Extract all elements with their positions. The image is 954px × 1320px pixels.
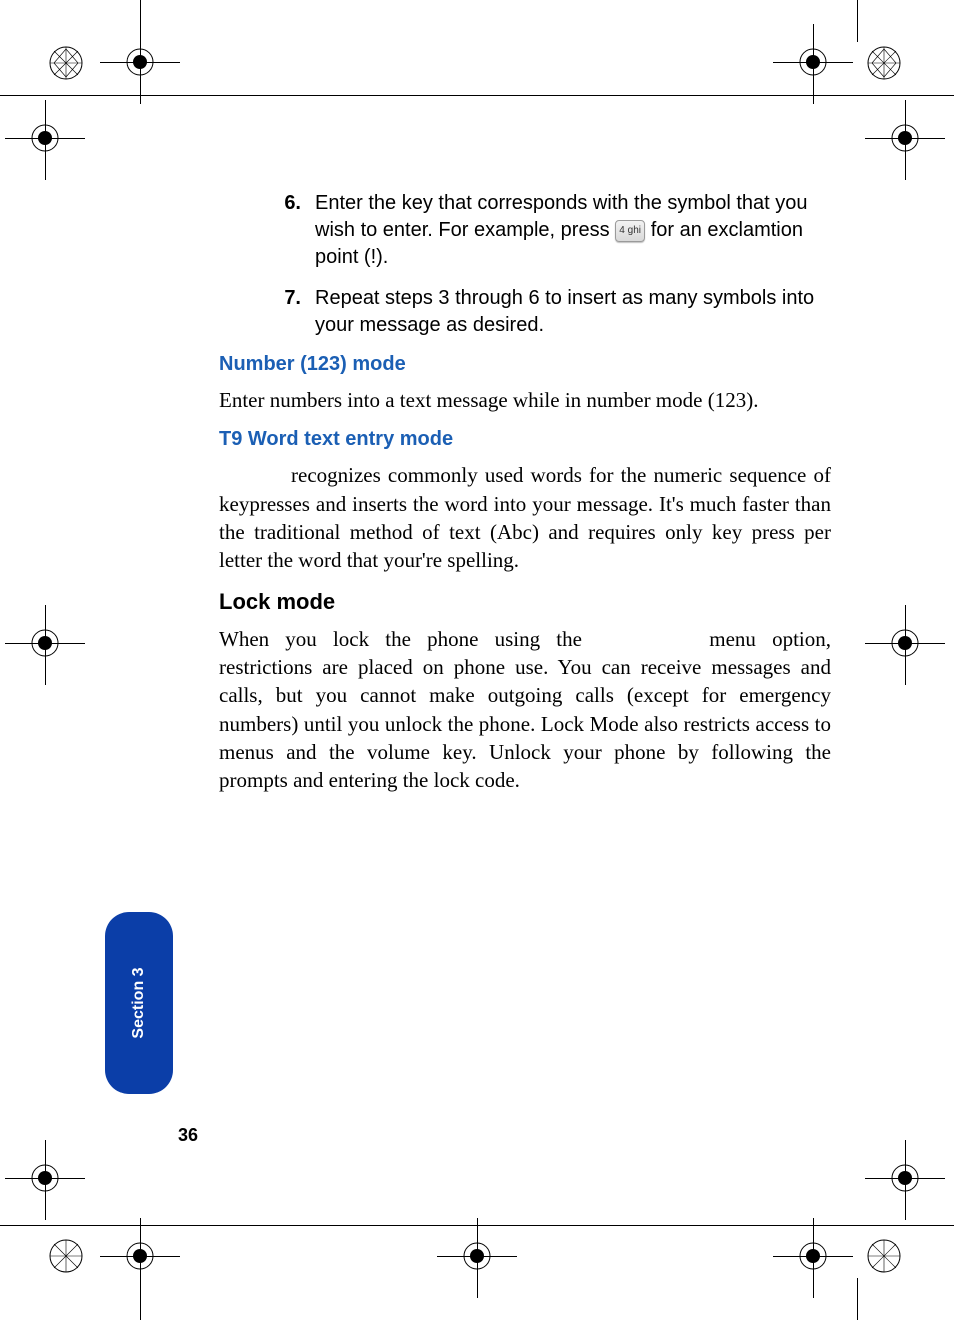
content-area: 6. Enter the key that corresponds with t… [219,190,831,809]
crop-rule-top [0,95,954,96]
list-item-7: 7. Repeat steps 3 through 6 to insert as… [265,285,831,339]
paragraph-lock-mode: When you lock the phone using the menu o… [219,625,831,795]
heading-number-mode: Number (123) mode [219,353,831,376]
lock-mode-text-a: When you lock the phone using the [219,627,598,651]
registration-mark-icon [866,1238,902,1274]
page: 6. Enter the key that corresponds with t… [0,0,954,1319]
paragraph-t9-mode: recognizes commonly used words for the n… [219,461,831,574]
list-number: 6. [265,190,315,271]
registration-mark-icon [48,45,84,81]
heading-t9-mode: T9 Word text entry mode [219,428,831,451]
heading-lock-mode: Lock mode [219,589,831,615]
list-body: Repeat steps 3 through 6 to insert as ma… [315,285,831,339]
key-4ghi-icon: 4 ghi [615,220,645,242]
list-number: 7. [265,285,315,339]
section-tab: Section 3 [105,912,173,1094]
page-number: 36 [178,1125,198,1146]
crop-tick [857,0,858,42]
list-text: Repeat steps 3 through 6 to insert as ma… [315,287,814,336]
paragraph-number-mode: Enter numbers into a text message while … [219,386,831,414]
crop-tick [857,1278,858,1320]
list-item-6: 6. Enter the key that corresponds with t… [265,190,831,271]
registration-mark-icon [48,1238,84,1274]
section-tab-label: Section 3 [130,967,148,1038]
registration-mark-icon [866,45,902,81]
lock-mode-text-b: menu option, restrictions are placed on … [219,627,831,793]
list-body: Enter the key that corresponds with the … [315,190,831,271]
